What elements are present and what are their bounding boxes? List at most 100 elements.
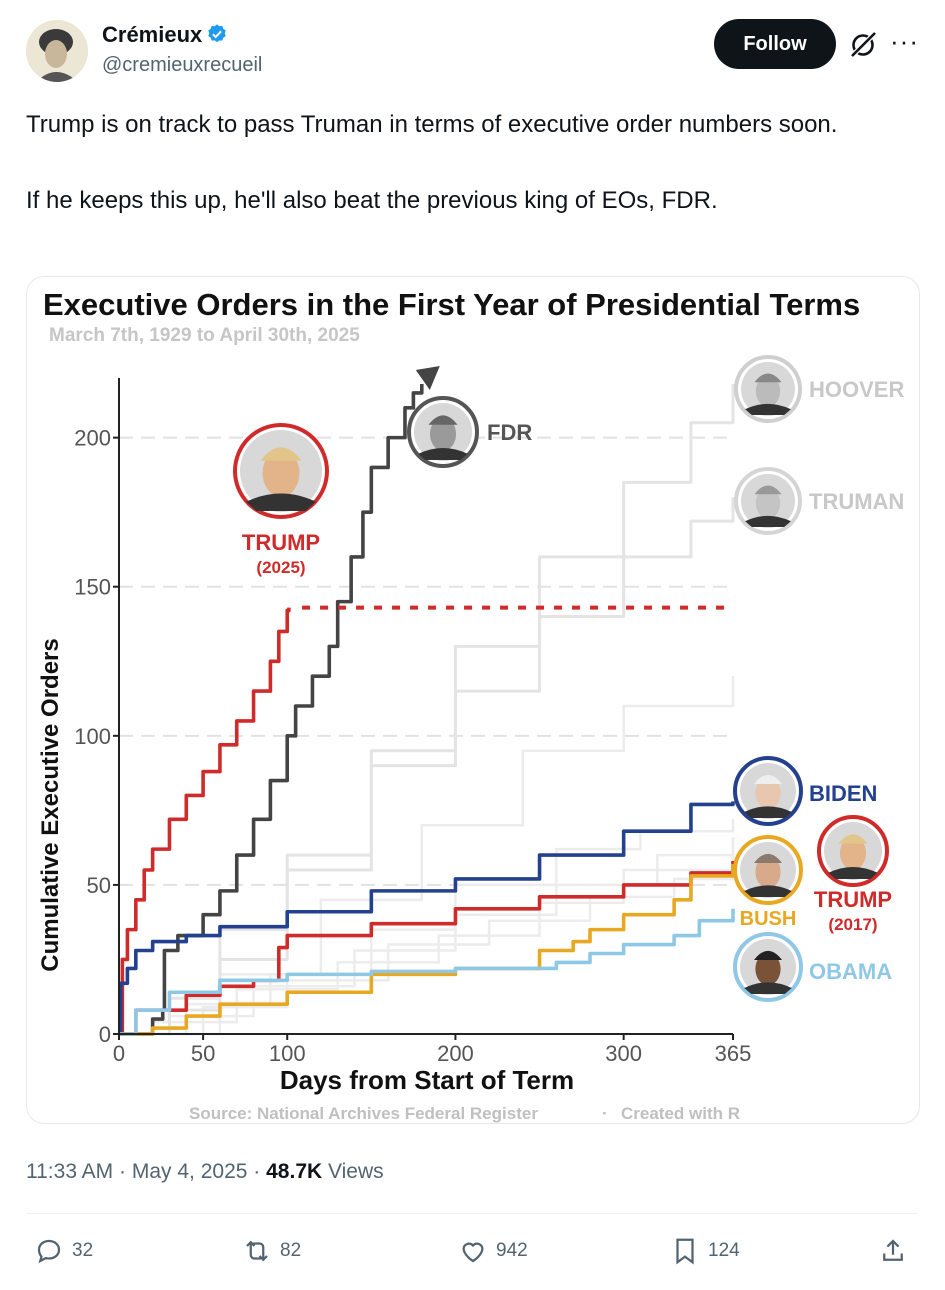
label-biden: BIDEN bbox=[809, 781, 877, 806]
views-count: 48.7K bbox=[266, 1160, 323, 1183]
fdr-portrait-hair bbox=[428, 415, 458, 425]
repost-icon bbox=[246, 1240, 268, 1262]
hoover-portrait-hair bbox=[754, 373, 782, 383]
x-tick-label: 300 bbox=[605, 1041, 642, 1066]
timestamp-dot-2: · bbox=[253, 1160, 261, 1183]
label-trump-2017: TRUMP bbox=[814, 887, 892, 912]
trump-2025-portrait-hair bbox=[260, 447, 302, 461]
source-separator: · bbox=[602, 1104, 608, 1123]
president-portraits: HOOVER TRUMAN FDR TRUMP (2025) BIDEN BUSH TRUMP… bbox=[233, 355, 904, 1002]
bush-portrait-face bbox=[755, 855, 781, 889]
like-button[interactable]: 942 bbox=[458, 1236, 528, 1266]
author-avatar[interactable] bbox=[26, 20, 88, 82]
label-trump-2025: TRUMP bbox=[242, 530, 320, 555]
label-fdr: FDR bbox=[487, 420, 532, 445]
biden-portrait-face bbox=[755, 776, 781, 810]
author-handle[interactable]: @cremieuxrecueil bbox=[102, 54, 263, 76]
background-series-line bbox=[119, 676, 735, 1036]
bookmark-icon bbox=[676, 1238, 694, 1265]
y-tick-label: 200 bbox=[74, 426, 111, 451]
biden-portrait-hair bbox=[754, 774, 782, 784]
tweet-time[interactable]: 11:33 AM bbox=[26, 1160, 114, 1183]
more-options-icon[interactable]: ··· bbox=[890, 26, 919, 56]
bush-portrait bbox=[733, 835, 803, 905]
reply-button[interactable]: 32 bbox=[34, 1236, 93, 1266]
x-tick-label: 50 bbox=[191, 1041, 215, 1066]
obama-portrait-hair bbox=[754, 950, 782, 960]
background-series-line bbox=[119, 843, 735, 1036]
bush-portrait-suit bbox=[744, 885, 792, 897]
biden-portrait bbox=[733, 756, 803, 826]
label-trump-2025-year: (2025) bbox=[256, 558, 305, 577]
bookmark-button[interactable]: 124 bbox=[670, 1236, 740, 1266]
y-tick-label: 50 bbox=[87, 873, 111, 898]
trump-2017-portrait-suit bbox=[828, 866, 878, 879]
repost-button[interactable]: 82 bbox=[242, 1236, 301, 1266]
x-tick-label: 100 bbox=[269, 1041, 306, 1066]
action-bar: 32 82 942 124 bbox=[26, 1236, 918, 1270]
series-line-truman bbox=[119, 497, 735, 1036]
bush-portrait-hair bbox=[754, 853, 782, 863]
y-tick-label: 0 bbox=[99, 1022, 111, 1047]
fdr-portrait-suit bbox=[418, 447, 468, 460]
fdr-portrait-face bbox=[429, 417, 457, 451]
series-line-fdr bbox=[119, 383, 424, 1036]
trump-2025-portrait bbox=[233, 423, 329, 519]
chart-image-card[interactable]: Executive Orders in the First Year of Pr… bbox=[26, 276, 920, 1124]
label-hoover: HOOVER bbox=[809, 377, 904, 402]
label-truman: TRUMAN bbox=[809, 489, 904, 514]
reply-icon bbox=[37, 1239, 61, 1264]
biden-portrait-suit bbox=[744, 806, 792, 818]
series-line-biden bbox=[118, 801, 735, 1036]
tweet-line-2: If he keeps this up, he'll also beat the… bbox=[26, 187, 718, 214]
hoover-portrait-suit bbox=[745, 403, 791, 415]
share-button[interactable] bbox=[878, 1236, 916, 1266]
y-axis-title: Cumulative Executive Orders bbox=[37, 638, 64, 971]
grok-icon[interactable] bbox=[848, 30, 878, 60]
views-label: Views bbox=[328, 1160, 384, 1183]
x-tick-label: 365 bbox=[715, 1041, 752, 1066]
share-icon bbox=[883, 1239, 903, 1261]
divider bbox=[26, 1213, 918, 1214]
source-text: Source: National Archives Federal Regist… bbox=[189, 1104, 538, 1123]
trump-2025-portrait-face bbox=[262, 449, 300, 497]
chart-subtitle: March 7th, 1929 to April 30th, 2025 bbox=[49, 325, 360, 346]
heart-icon bbox=[462, 1242, 484, 1263]
background-series-line bbox=[119, 819, 735, 1036]
verified-badge-icon bbox=[208, 24, 226, 43]
x-tick-label: 0 bbox=[113, 1041, 125, 1066]
tweet-line-1: Trump is on track to pass Truman in term… bbox=[26, 111, 838, 138]
obama-portrait-face bbox=[755, 952, 781, 986]
chart-axes: 0 50 100 150 200 0 50 100 200 300 365 bbox=[74, 378, 751, 1066]
repost-count: 82 bbox=[280, 1240, 302, 1261]
author-name[interactable]: Crémieux bbox=[102, 22, 203, 47]
truman-portrait-suit bbox=[745, 515, 791, 527]
bookmark-count: 124 bbox=[708, 1240, 740, 1261]
trump-2025-portrait-suit bbox=[246, 493, 316, 511]
trump-2017-portrait-hair bbox=[838, 834, 868, 844]
like-count: 942 bbox=[496, 1240, 528, 1261]
follow-button[interactable]: Follow bbox=[714, 19, 836, 69]
truman-portrait-hair bbox=[754, 485, 782, 495]
tweet-text: Trump is on track to pass Truman in term… bbox=[26, 106, 906, 220]
hoover-portrait bbox=[734, 355, 802, 423]
series-line-trump-2017- bbox=[119, 861, 735, 1036]
tweet-date[interactable]: May 4, 2025 bbox=[131, 1160, 248, 1183]
created-with-text: Created with R bbox=[621, 1104, 740, 1123]
x-tick-label: 200 bbox=[437, 1041, 474, 1066]
trump-2017-portrait bbox=[817, 815, 889, 887]
author-name-row[interactable]: Crémieux bbox=[102, 22, 228, 48]
line-chart: 0 50 100 150 200 0 50 100 200 300 365 HOOVER TRUMAN… bbox=[37, 355, 904, 1123]
series-line-trump-2025- bbox=[119, 607, 291, 1036]
y-tick-label: 100 bbox=[74, 724, 111, 749]
label-bush: BUSH bbox=[740, 908, 797, 930]
truman-portrait bbox=[734, 467, 802, 535]
faded-lines bbox=[119, 383, 735, 1036]
truman-portrait-face bbox=[755, 487, 781, 519]
tweet-timestamp[interactable]: 11:33 AM · May 4, 2025 · 48.7K Views bbox=[26, 1160, 384, 1184]
x-axis-title: Days from Start of Term bbox=[280, 1065, 574, 1095]
label-obama: OBAMA bbox=[809, 959, 892, 984]
series-line-obama bbox=[119, 908, 735, 1036]
fdr-portrait bbox=[407, 396, 479, 468]
y-tick-label: 150 bbox=[74, 575, 111, 600]
